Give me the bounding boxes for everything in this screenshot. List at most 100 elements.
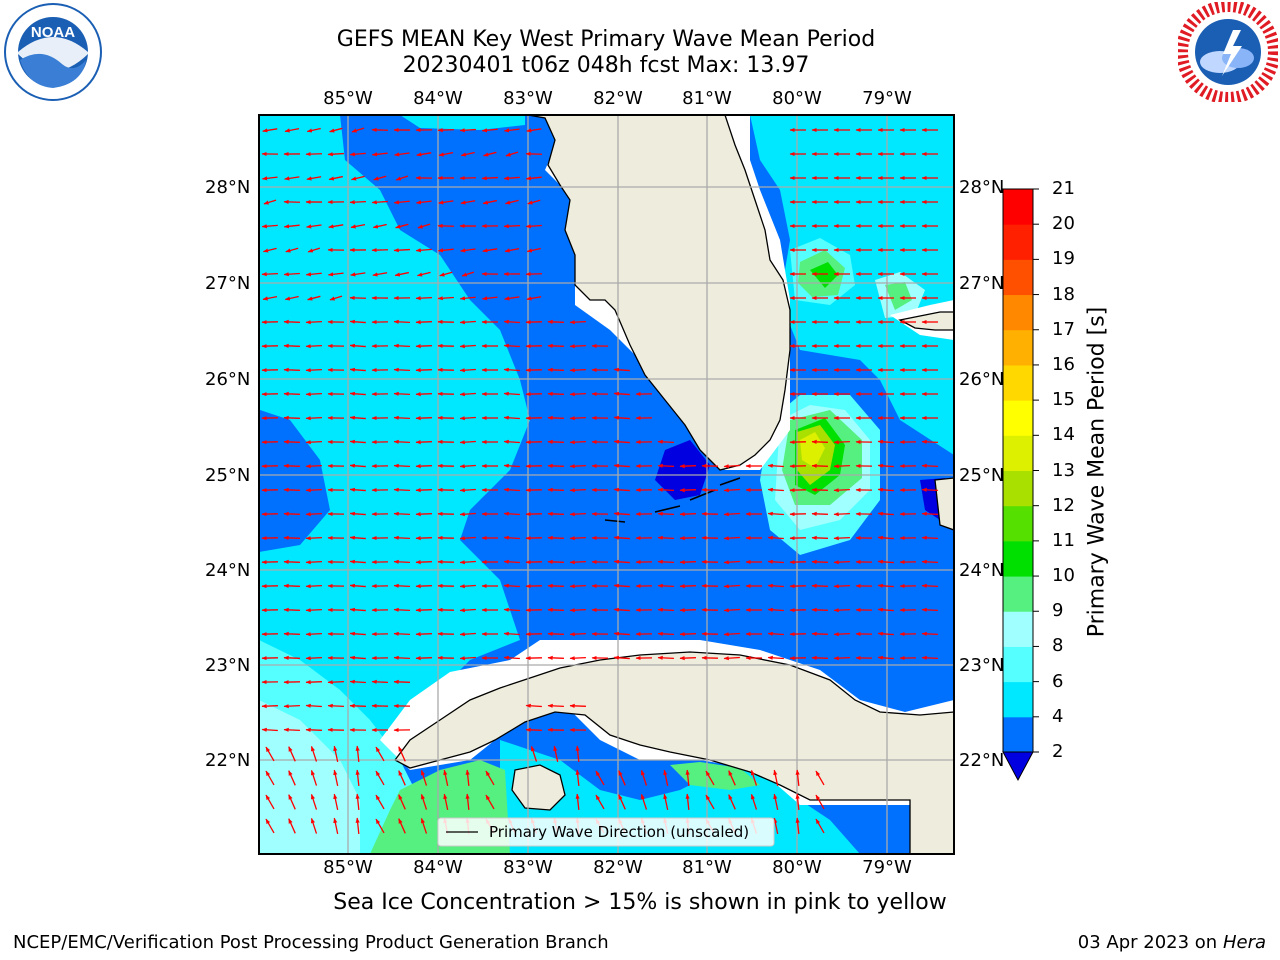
- wave-direction-arrow: [415, 512, 432, 517]
- wave-direction-arrow: [349, 367, 366, 372]
- wave-direction-arrow: [393, 391, 410, 396]
- lon-label-bottom: 80°W: [772, 857, 822, 878]
- wave-direction-arrow: [569, 416, 586, 421]
- wave-direction-arrow: [503, 343, 520, 348]
- wave-direction-arrow: [569, 632, 586, 637]
- wave-direction-arrow: [811, 439, 828, 444]
- colorbar-segment: [1003, 329, 1033, 366]
- land-isla-de-la-juventud: [511, 764, 566, 811]
- wave-direction-arrow: [485, 794, 495, 810]
- wave-direction-arrow: [657, 439, 674, 444]
- wave-direction-arrow: [460, 151, 475, 157]
- wave-direction-arrow: [415, 536, 432, 541]
- wave-direction-arrow: [921, 655, 938, 660]
- wave-direction-arrow: [613, 415, 630, 420]
- wave-direction-arrow: [305, 440, 322, 445]
- wave-direction-arrow: [393, 559, 410, 564]
- wave-direction-arrow: [437, 128, 454, 133]
- wave-direction-arrow: [723, 656, 740, 661]
- wave-direction-arrow: [833, 536, 850, 541]
- wave-direction-arrow: [815, 770, 825, 786]
- wave-direction-arrow: [481, 176, 498, 181]
- wave-direction-arrow: [833, 560, 850, 565]
- wave-direction-arrow: [613, 607, 630, 612]
- colorbar-tick-label: 11: [1052, 529, 1075, 551]
- wave-direction-arrow: [305, 368, 322, 373]
- wave-direction-arrow: [265, 818, 275, 834]
- wave-direction-arrow: [811, 583, 828, 588]
- wave-direction-arrow: [393, 319, 410, 324]
- wave-direction-arrow: [503, 391, 520, 396]
- colorbar-tick-label: 18: [1052, 283, 1075, 305]
- wave-direction-arrow: [811, 511, 828, 516]
- wave-direction-arrow: [459, 656, 476, 661]
- wave-direction-arrow: [833, 632, 850, 637]
- lat-label-left: 27°N: [205, 273, 251, 294]
- wave-direction-arrow: [283, 655, 300, 660]
- wave-direction-arrow: [350, 175, 365, 181]
- wave-direction-arrow: [482, 248, 498, 253]
- wave-direction-arrow: [482, 199, 497, 205]
- wave-direction-arrow: [685, 793, 690, 811]
- wave-direction-arrow: [305, 584, 322, 589]
- wave-direction-arrow: [547, 343, 564, 348]
- colorbar-extension: [1002, 751, 1034, 782]
- wave-direction-arrow: [305, 560, 322, 565]
- wave-direction-arrow: [767, 655, 784, 660]
- lat-label-left: 25°N: [205, 465, 251, 486]
- wave-direction-arrow: [283, 535, 300, 540]
- wave-direction-arrow: [569, 320, 586, 325]
- wave-direction-arrow: [547, 415, 564, 420]
- wave-direction-arrow: [833, 584, 850, 589]
- colorbar-tick-label: 8: [1052, 635, 1064, 657]
- wave-direction-arrow: [613, 559, 630, 564]
- lat-label-left: 26°N: [205, 369, 251, 390]
- wave-direction-arrow: [503, 224, 520, 229]
- wave-direction-arrow: [438, 200, 454, 205]
- wave-direction-arrow: [310, 745, 318, 762]
- wave-direction-arrow: [767, 463, 784, 468]
- wave-direction-arrow: [415, 248, 432, 253]
- wave-direction-arrow: [657, 607, 674, 612]
- wave-direction-arrow: [393, 439, 410, 444]
- wave-direction-arrow: [328, 224, 344, 229]
- period-field-9-10s-bahamas: [885, 282, 912, 310]
- footer-machine: Hera: [1222, 932, 1266, 953]
- wave-direction-arrow: [815, 818, 825, 834]
- wave-direction-arrow: [459, 632, 476, 637]
- wave-direction-arrow: [349, 391, 366, 396]
- lon-label-top: 83°W: [503, 88, 553, 109]
- lon-label-bottom: 79°W: [862, 857, 912, 878]
- wave-direction-arrow: [415, 488, 432, 493]
- legend-label: Primary Wave Direction (unscaled): [489, 823, 749, 841]
- wave-direction-arrow: [547, 391, 564, 396]
- wave-direction-arrow: [283, 391, 300, 396]
- wave-direction-arrow: [663, 793, 669, 810]
- wave-direction-arrow: [613, 511, 630, 516]
- wave-direction-arrow: [569, 560, 586, 565]
- wave-direction-arrow: [265, 770, 275, 786]
- wave-direction-arrow: [613, 583, 630, 588]
- wave-direction-arrow: [459, 368, 476, 373]
- wave-direction-arrow: [503, 319, 520, 324]
- wave-direction-arrow: [415, 392, 432, 397]
- wave-direction-arrow: [767, 583, 784, 588]
- wave-direction-arrow: [375, 770, 385, 786]
- lon-label-bottom: 84°W: [413, 857, 463, 878]
- wave-direction-arrow: [327, 703, 344, 708]
- wave-direction-arrow: [723, 536, 740, 541]
- wave-direction-arrow: [877, 463, 894, 468]
- wave-direction-arrow: [685, 769, 690, 787]
- wave-direction-arrow: [547, 583, 564, 588]
- wave-direction-arrow: [525, 176, 542, 181]
- wave-direction-arrow: [349, 415, 366, 420]
- chart-title: GEFS MEAN Key West Primary Wave Mean Per…: [336, 27, 876, 52]
- wave-direction-arrow: [921, 439, 938, 444]
- colorbar-segment: [1003, 294, 1033, 331]
- wave-direction-arrow: [657, 463, 674, 468]
- wave-direction-arrow: [547, 439, 564, 444]
- wave-direction-arrow: [415, 584, 432, 589]
- colorbar-segment: [1003, 364, 1033, 401]
- wave-direction-arrow: [750, 793, 758, 810]
- wave-direction-arrow: [526, 247, 541, 253]
